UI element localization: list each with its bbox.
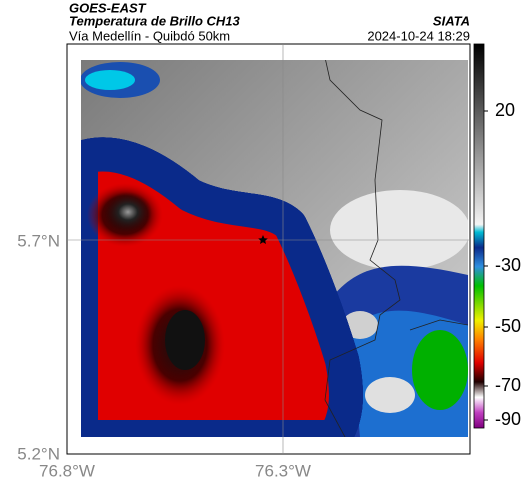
subtitle: Temperatura de Brillo CH13: [69, 13, 241, 28]
lat-label: 5.2°N: [17, 444, 60, 463]
colorbar-label: -90: [495, 409, 521, 429]
lon-label: 76.3°W: [255, 461, 311, 480]
lat-label: 5.7°N: [17, 231, 60, 250]
title: GOES-EAST: [69, 0, 147, 15]
lon-label: 76.8°W: [39, 461, 95, 480]
colorbar-label: -30: [495, 255, 521, 275]
source: SIATA: [433, 13, 470, 28]
caption: Vía Medellín - Quibdó 50km: [69, 28, 230, 43]
colorbar-label: 20: [495, 100, 515, 120]
colorbar-label: -70: [495, 375, 521, 395]
colorbar-ticks: [484, 110, 488, 421]
colorbar: [473, 43, 485, 429]
satellite-image: [81, 60, 468, 437]
colorbar-label: -50: [495, 316, 521, 336]
timestamp: 2024-10-24 18:29: [367, 28, 470, 43]
location-marker: [258, 235, 268, 244]
